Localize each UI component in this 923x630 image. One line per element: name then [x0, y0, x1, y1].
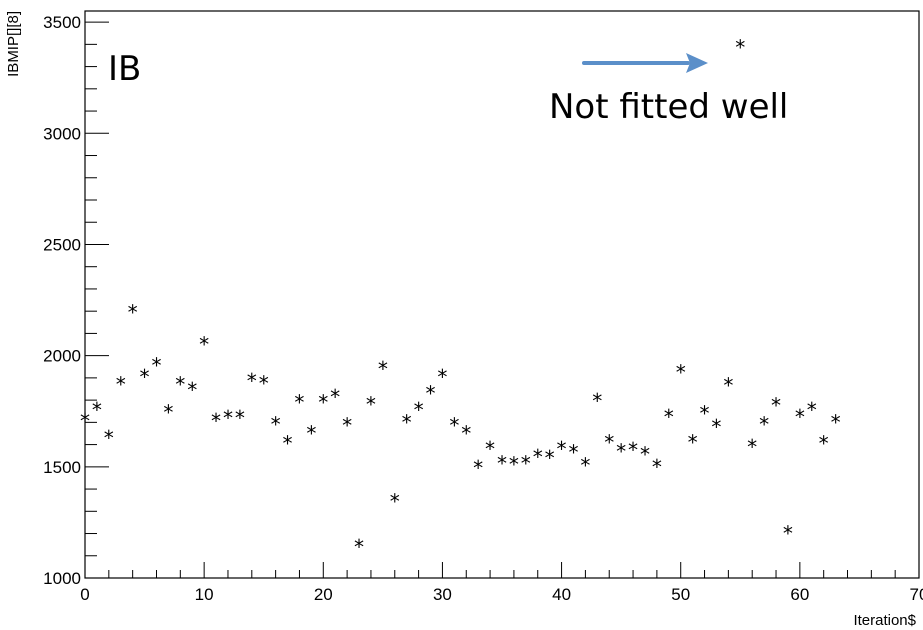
data-point: *: [150, 354, 162, 378]
data-point: *: [591, 389, 603, 413]
data-point: *: [258, 371, 270, 395]
data-point: *: [770, 394, 782, 418]
data-point: *: [710, 415, 722, 439]
panel-label: IB: [108, 49, 141, 89]
data-point: *: [365, 393, 377, 417]
x-tick-label: 40: [552, 585, 571, 604]
y-axis-title: IBMIP[][8]: [5, 11, 22, 77]
outlier-note: Not fitted well: [549, 87, 788, 127]
x-tick-label: 20: [314, 585, 333, 604]
axis-ticks: [84, 21, 920, 579]
data-point: *: [162, 400, 174, 424]
data-point: *: [91, 398, 103, 422]
data-point: *: [174, 373, 186, 397]
data-point: *: [472, 456, 484, 480]
data-point: *: [830, 410, 842, 434]
data-point: *: [246, 369, 258, 393]
data-point: *: [448, 414, 460, 438]
data-point: *: [79, 409, 91, 433]
x-tick-label: 70: [910, 585, 923, 604]
data-point: *: [436, 365, 448, 389]
y-tick-label: 3000: [43, 124, 81, 143]
data-point: *: [746, 435, 758, 459]
x-tick-label: 60: [790, 585, 809, 604]
data-point: *: [401, 410, 413, 434]
data-point: *: [293, 390, 305, 414]
data-point: *: [186, 378, 198, 402]
data-point: *: [305, 421, 317, 445]
data-point: *: [520, 451, 532, 475]
y-tick-label: 3500: [43, 13, 81, 32]
data-point: *: [234, 406, 246, 430]
data-point: *: [377, 357, 389, 381]
data-point: *: [424, 381, 436, 405]
data-point: *: [603, 430, 615, 454]
data-point: *: [556, 437, 568, 461]
data-point: *: [127, 300, 139, 324]
data-point: *: [139, 365, 151, 389]
y-tick-label: 1500: [43, 458, 81, 477]
outlier-arrow: [582, 53, 708, 73]
data-point: *: [794, 405, 806, 429]
tick-labels: 0 10 20 30 40 50 60 70 1000 1500 2000 2500 3000 3500: [43, 13, 923, 604]
x-axis-title: Iteration$: [853, 612, 916, 629]
data-point: *: [615, 439, 627, 463]
data-point: *: [460, 421, 472, 445]
data-points: * ***** *** *** * ** ****** *********** **** * * * *…: [79, 36, 842, 559]
data-point: *: [722, 374, 734, 398]
data-point: *: [341, 414, 353, 438]
data-point: *: [532, 445, 544, 469]
data-point: *: [818, 431, 830, 455]
data-point: *: [317, 390, 329, 414]
data-point: *: [484, 437, 496, 461]
data-point: *: [198, 333, 210, 357]
data-point: *: [734, 36, 746, 60]
data-point: *: [413, 398, 425, 422]
data-point: *: [103, 426, 115, 450]
x-tick-label: 50: [671, 585, 690, 604]
data-point: *: [115, 373, 127, 397]
data-point: *: [496, 451, 508, 475]
data-point: *: [758, 413, 770, 437]
data-point: *: [663, 405, 675, 429]
x-tick-label: 30: [433, 585, 452, 604]
data-point: *: [651, 455, 663, 479]
data-point: *: [699, 401, 711, 425]
data-point: *: [329, 385, 341, 409]
data-point: *: [567, 440, 579, 464]
data-point: *: [222, 406, 234, 430]
data-point: *: [508, 453, 520, 477]
data-point: *: [270, 413, 282, 437]
data-point: *: [687, 430, 699, 454]
plot-frame: [84, 10, 920, 579]
data-point: *: [282, 431, 294, 455]
data-point: *: [389, 489, 401, 513]
x-tick-label: 10: [195, 585, 214, 604]
data-point: *: [210, 409, 222, 433]
data-point: *: [675, 360, 687, 384]
data-point: *: [627, 438, 639, 462]
data-point: *: [579, 454, 591, 478]
data-point: *: [639, 443, 651, 467]
data-point: *: [806, 398, 818, 422]
y-tick-label: 2000: [43, 347, 81, 366]
data-point: *: [353, 535, 365, 559]
y-tick-label: 2500: [43, 235, 81, 254]
x-tick-label: 0: [80, 585, 89, 604]
data-point: *: [544, 446, 556, 470]
data-point: *: [782, 522, 794, 546]
y-tick-label: 1000: [43, 569, 81, 588]
